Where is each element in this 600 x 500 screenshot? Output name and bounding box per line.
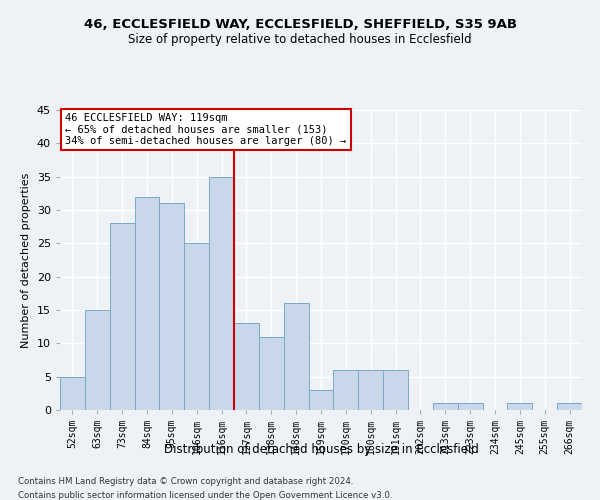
Bar: [110, 224, 134, 410]
Bar: [458, 404, 482, 410]
Bar: [334, 370, 358, 410]
Bar: [284, 304, 308, 410]
Text: Contains public sector information licensed under the Open Government Licence v3: Contains public sector information licen…: [18, 491, 392, 500]
Bar: [383, 370, 408, 410]
Bar: [234, 324, 259, 410]
Text: Distribution of detached houses by size in Ecclesfield: Distribution of detached houses by size …: [164, 442, 478, 456]
Bar: [85, 310, 110, 410]
Bar: [259, 336, 284, 410]
Y-axis label: Number of detached properties: Number of detached properties: [21, 172, 31, 348]
Bar: [60, 376, 85, 410]
Bar: [557, 404, 582, 410]
Bar: [358, 370, 383, 410]
Bar: [508, 404, 532, 410]
Text: Contains HM Land Registry data © Crown copyright and database right 2024.: Contains HM Land Registry data © Crown c…: [18, 478, 353, 486]
Bar: [134, 196, 160, 410]
Text: Size of property relative to detached houses in Ecclesfield: Size of property relative to detached ho…: [128, 32, 472, 46]
Bar: [184, 244, 209, 410]
Text: 46, ECCLESFIELD WAY, ECCLESFIELD, SHEFFIELD, S35 9AB: 46, ECCLESFIELD WAY, ECCLESFIELD, SHEFFI…: [83, 18, 517, 30]
Bar: [308, 390, 334, 410]
Bar: [160, 204, 184, 410]
Bar: [433, 404, 458, 410]
Bar: [209, 176, 234, 410]
Text: 46 ECCLESFIELD WAY: 119sqm
← 65% of detached houses are smaller (153)
34% of sem: 46 ECCLESFIELD WAY: 119sqm ← 65% of deta…: [65, 113, 346, 146]
